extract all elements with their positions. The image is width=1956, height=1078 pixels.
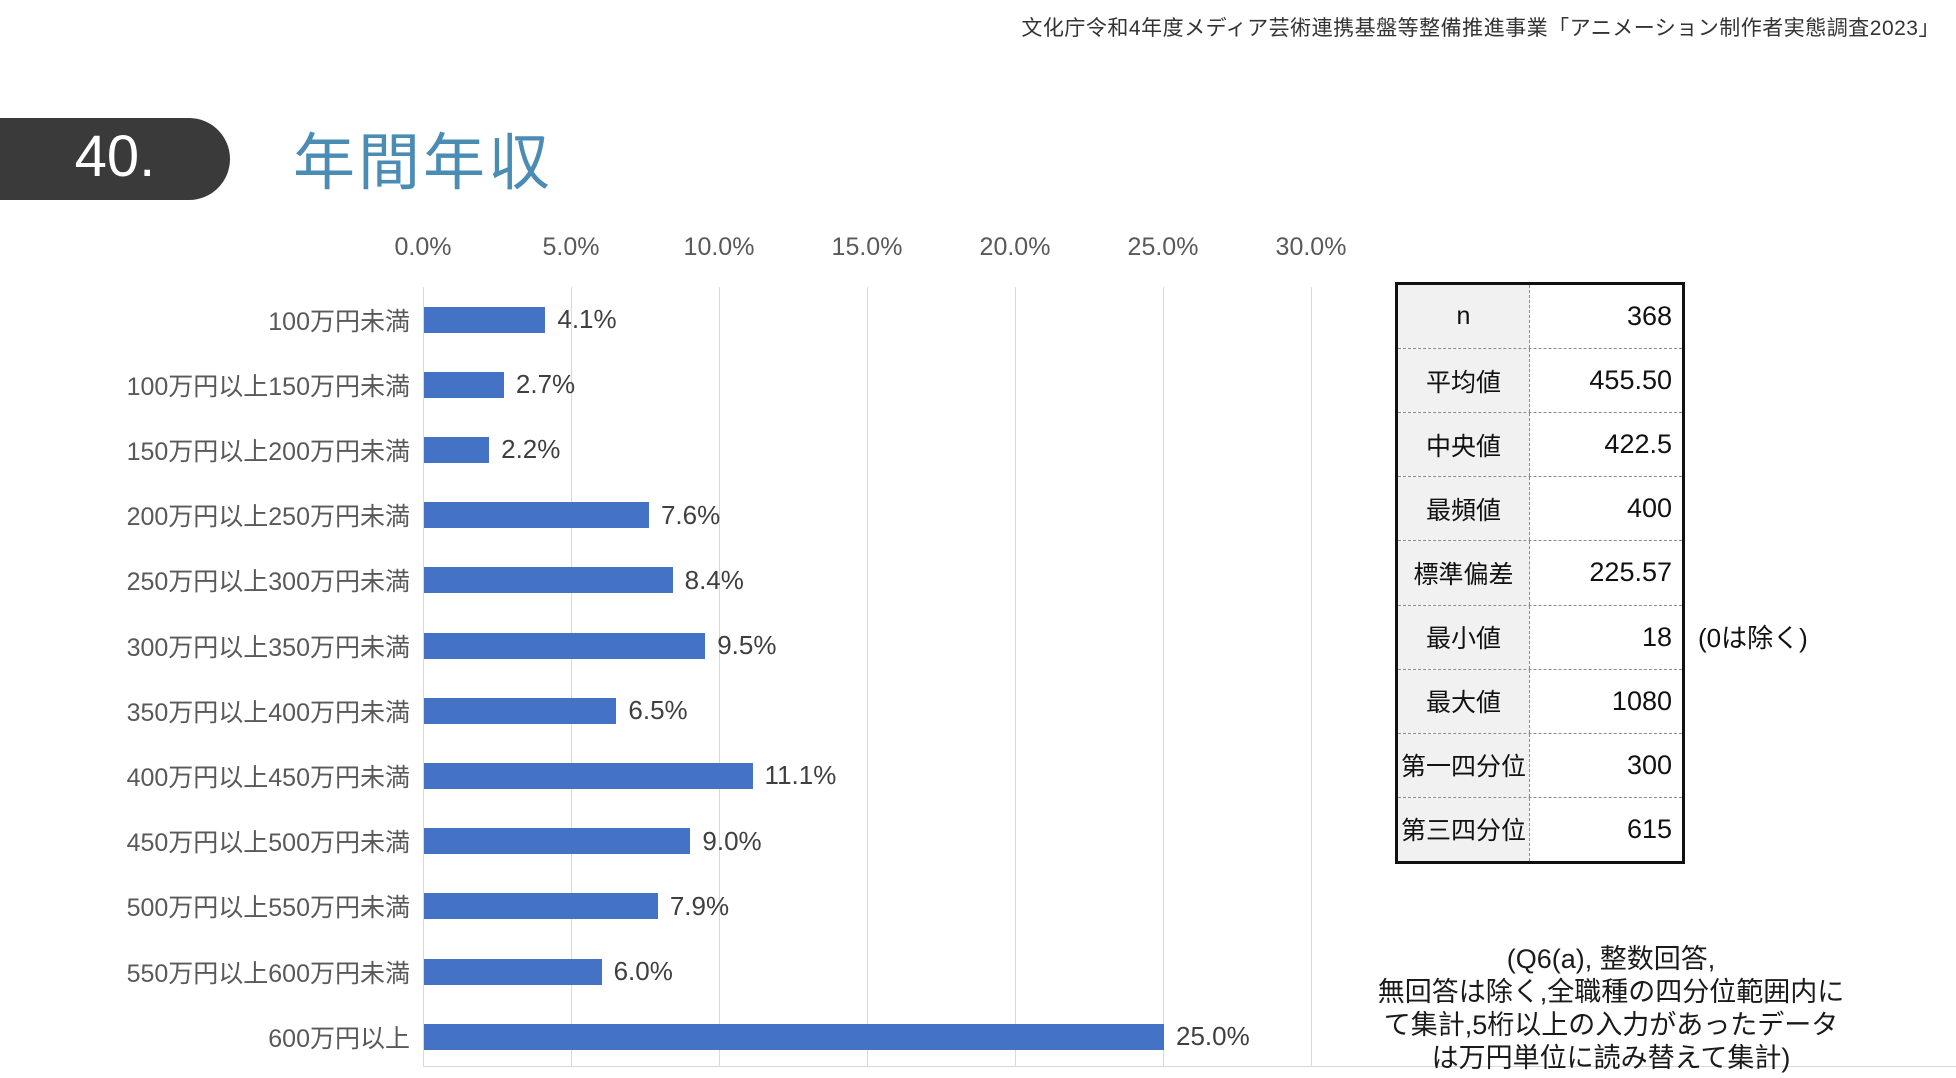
stats-table-row: 最頻値 400 — [1398, 476, 1682, 541]
x-tick-label: 30.0% — [1275, 233, 1347, 261]
table-annotation: (0は除く) — [1698, 623, 1808, 653]
category-label: 500万円以上550万円未満 — [126, 894, 410, 923]
question-number-badge: 40. — [0, 118, 230, 200]
gridline — [423, 287, 424, 1066]
bar — [424, 632, 706, 659]
category-label: 100万円未満 — [268, 307, 410, 336]
bar — [424, 958, 602, 985]
bar — [424, 1023, 1164, 1050]
stats-table-value: 1080 — [1611, 685, 1672, 716]
bar-value-label: 4.1% — [557, 304, 617, 335]
category-label: 300万円以上350万円未満 — [126, 633, 410, 662]
bar — [424, 502, 649, 529]
bar — [424, 306, 546, 333]
gridline — [1163, 287, 1164, 1066]
bar — [424, 697, 617, 724]
stats-table-row: 最小値 18 — [1398, 604, 1682, 669]
stats-table-label: 最大値 — [1398, 669, 1530, 733]
footnote-line: 無回答は除く,全職種の四分位範囲内に — [1377, 977, 1845, 1007]
bar — [424, 437, 490, 463]
stats-table-row: 第三四分位 615 — [1398, 796, 1682, 861]
bar — [424, 763, 753, 789]
stats-table-row: 中央値 422.5 — [1398, 412, 1682, 477]
stats-table-value: 422.5 — [1604, 429, 1672, 460]
x-axis-tick-labels: 0.0% 5.0% 10.0% 15.0% 20.0% 25.0% 30.0% — [395, 233, 1347, 263]
bar-value-label: 11.1% — [764, 760, 837, 791]
bar-value-label: 2.7% — [515, 369, 576, 400]
bar — [424, 371, 504, 398]
bar-value-label: 6.0% — [613, 956, 673, 987]
bar-value-label: 9.5% — [717, 630, 777, 661]
stats-table-row: 標準偏差 225.57 — [1398, 540, 1682, 605]
x-tick-label: 5.0% — [542, 233, 600, 261]
category-labels-column: 100万円未満 100万円以上150万円未満 150万円以上200万円未満 200万円… — [0, 287, 410, 1070]
x-tick-label: 25.0% — [1127, 233, 1199, 261]
gridline — [719, 287, 720, 1066]
source-note: 文化庁令和4年度メディア芸術連携基盤等整備推進事業「アニメーション制作者実態調査… — [1021, 17, 1940, 40]
stats-table-label: 中央値 — [1398, 413, 1530, 477]
stats-table-value: 455.50 — [1589, 365, 1672, 396]
stats-table-label: 最小値 — [1398, 605, 1530, 669]
stats-table-row: 平均値 455.50 — [1398, 348, 1682, 413]
x-tick-label: 15.0% — [831, 233, 903, 261]
stats-table-value: 225.57 — [1589, 557, 1672, 588]
stats-table-value: 615 — [1626, 813, 1672, 844]
bar-value-label: 9.0% — [702, 825, 762, 856]
x-tick-label: 20.0% — [979, 233, 1051, 261]
footnote-line: (Q6(a), 整数回答, — [1506, 944, 1716, 974]
category-label: 400万円以上450万円未満 — [126, 763, 410, 792]
stats-table-value: 400 — [1626, 493, 1672, 524]
stats-table-label: n — [1398, 285, 1530, 349]
stats-table-label: 最頻値 — [1398, 477, 1530, 541]
category-label: 450万円以上500万円未満 — [126, 829, 410, 858]
category-label: 100万円以上150万円未満 — [126, 372, 410, 401]
bar-value-label: 8.4% — [684, 564, 744, 595]
category-label: 150万円以上200万円未満 — [126, 437, 410, 466]
bar-value-label: 25.0% — [1176, 1021, 1250, 1052]
bar-value-label: 7.6% — [660, 499, 721, 530]
bar-chart-plot-area: 4.1% 2.7% 2.2% 7.6% 8.4% 9.5% 6.5% 11.1% 9.0% 7.9… — [423, 287, 1313, 1066]
stats-table-value: 300 — [1626, 749, 1672, 780]
footnote-line: は万円単位に読み替えて集計) — [1431, 1043, 1791, 1073]
stats-table-label: 第一四分位 — [1398, 733, 1530, 797]
category-label: 250万円以上300万円未満 — [126, 568, 410, 597]
page-title: 年間年収 — [293, 129, 554, 198]
bar — [424, 893, 658, 920]
stats-table-row: 第一四分位 300 — [1398, 732, 1682, 797]
bar-value-label: 7.9% — [669, 890, 730, 921]
gridline — [1311, 287, 1312, 1066]
bar-value-label: 6.5% — [628, 695, 688, 726]
stats-table-label: 平均値 — [1398, 349, 1530, 413]
stats-table-value: 368 — [1626, 301, 1672, 332]
stats-table-value: 18 — [1641, 621, 1672, 652]
x-tick-label: 10.0% — [683, 233, 755, 261]
stats-table-label: 標準偏差 — [1398, 541, 1530, 605]
stats-table-label: 第三四分位 — [1398, 797, 1530, 861]
stats-table-row: n 368 — [1398, 285, 1682, 349]
stats-table-row: 最大値 1080 — [1398, 668, 1682, 733]
category-label: 350万円以上400万円未満 — [126, 698, 410, 727]
stats-table: n 368 平均値 455.50 中央値 422.5 最頻値 400 標準偏差 225.57 最小値… — [1395, 282, 1685, 864]
bar — [424, 567, 673, 594]
category-label: 600万円以上 — [268, 1024, 410, 1053]
footnote-line: て集計,5桁以上の入力があったデータ — [1383, 1010, 1839, 1040]
gridline — [571, 287, 572, 1066]
bar-value-label: 2.2% — [501, 434, 561, 465]
footnote: (Q6(a), 整数回答, 無回答は除く,全職種の四分位範囲内に て集計,5桁以… — [1270, 943, 1952, 1075]
gridline — [867, 287, 868, 1066]
bar — [424, 828, 691, 855]
category-label: 550万円以上600万円未満 — [126, 959, 410, 988]
question-number: 40. — [74, 123, 156, 189]
gridline — [1015, 287, 1016, 1066]
category-label: 200万円以上250万円未満 — [126, 503, 410, 532]
x-tick-label: 0.0% — [394, 233, 452, 261]
chart-bottom-rule — [423, 1066, 1956, 1067]
